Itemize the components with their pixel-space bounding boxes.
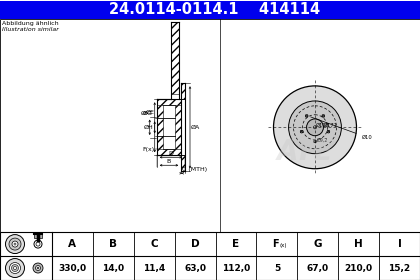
Circle shape xyxy=(289,101,341,154)
Circle shape xyxy=(313,126,317,129)
Text: (x): (x) xyxy=(280,242,287,248)
Text: 15,2: 15,2 xyxy=(388,263,411,272)
Circle shape xyxy=(9,238,21,250)
Text: 24.0114-0114.1    414114: 24.0114-0114.1 414114 xyxy=(110,2,320,17)
Circle shape xyxy=(14,243,16,245)
Circle shape xyxy=(37,267,39,269)
Text: F: F xyxy=(273,239,279,249)
Text: A: A xyxy=(68,239,76,249)
Circle shape xyxy=(13,267,16,270)
Circle shape xyxy=(300,130,303,133)
Bar xyxy=(175,99,181,155)
Text: Ø171: Ø171 xyxy=(323,123,338,128)
Text: G: G xyxy=(313,239,322,249)
Text: ØH: ØH xyxy=(144,125,154,130)
Text: 63,0: 63,0 xyxy=(184,263,206,272)
Bar xyxy=(181,83,185,99)
Text: 67,0: 67,0 xyxy=(307,263,329,272)
Bar xyxy=(0,232,420,280)
Text: C: C xyxy=(150,239,158,249)
Text: ØA: ØA xyxy=(191,125,200,130)
Bar xyxy=(157,99,163,155)
Circle shape xyxy=(327,130,330,133)
Circle shape xyxy=(273,86,357,169)
Text: F(x): F(x) xyxy=(143,147,155,152)
Text: ØI: ØI xyxy=(141,111,148,116)
Text: E: E xyxy=(232,239,239,249)
Text: 11,4: 11,4 xyxy=(143,263,165,272)
Circle shape xyxy=(12,241,18,247)
Text: ATE: ATE xyxy=(277,138,333,166)
Text: ØE: ØE xyxy=(146,110,155,115)
Text: D: D xyxy=(191,239,200,249)
Bar xyxy=(157,99,181,105)
Text: C (MTH): C (MTH) xyxy=(182,167,207,172)
Circle shape xyxy=(10,263,21,274)
Circle shape xyxy=(33,263,43,273)
Circle shape xyxy=(5,258,24,277)
Circle shape xyxy=(36,265,40,270)
Text: B: B xyxy=(167,159,171,164)
Bar xyxy=(171,22,179,94)
Text: Illustration similar: Illustration similar xyxy=(2,27,59,32)
Text: Ø9,2: Ø9,2 xyxy=(317,138,328,143)
Text: Ø100: Ø100 xyxy=(315,123,330,128)
Text: D: D xyxy=(168,151,173,156)
Bar xyxy=(157,149,181,155)
Bar xyxy=(34,234,42,238)
Bar xyxy=(0,1,420,18)
Text: 330,0: 330,0 xyxy=(58,263,87,272)
Text: Abbildung ähnlich: Abbildung ähnlich xyxy=(2,20,59,25)
Bar xyxy=(0,18,420,232)
Text: H: H xyxy=(354,239,363,249)
Text: 210,0: 210,0 xyxy=(344,263,373,272)
Circle shape xyxy=(307,119,323,136)
Text: ØG: ØG xyxy=(143,111,153,116)
Circle shape xyxy=(314,140,316,143)
Circle shape xyxy=(5,235,24,254)
Text: 14,0: 14,0 xyxy=(102,263,124,272)
Circle shape xyxy=(36,242,40,246)
Circle shape xyxy=(322,115,325,117)
Text: 5: 5 xyxy=(274,263,280,272)
Circle shape xyxy=(305,115,308,117)
Circle shape xyxy=(11,265,18,272)
Text: B: B xyxy=(109,239,117,249)
Bar xyxy=(181,155,185,171)
Text: Ø10: Ø10 xyxy=(311,117,372,140)
Text: 112,0: 112,0 xyxy=(222,263,250,272)
Text: I: I xyxy=(398,239,402,249)
